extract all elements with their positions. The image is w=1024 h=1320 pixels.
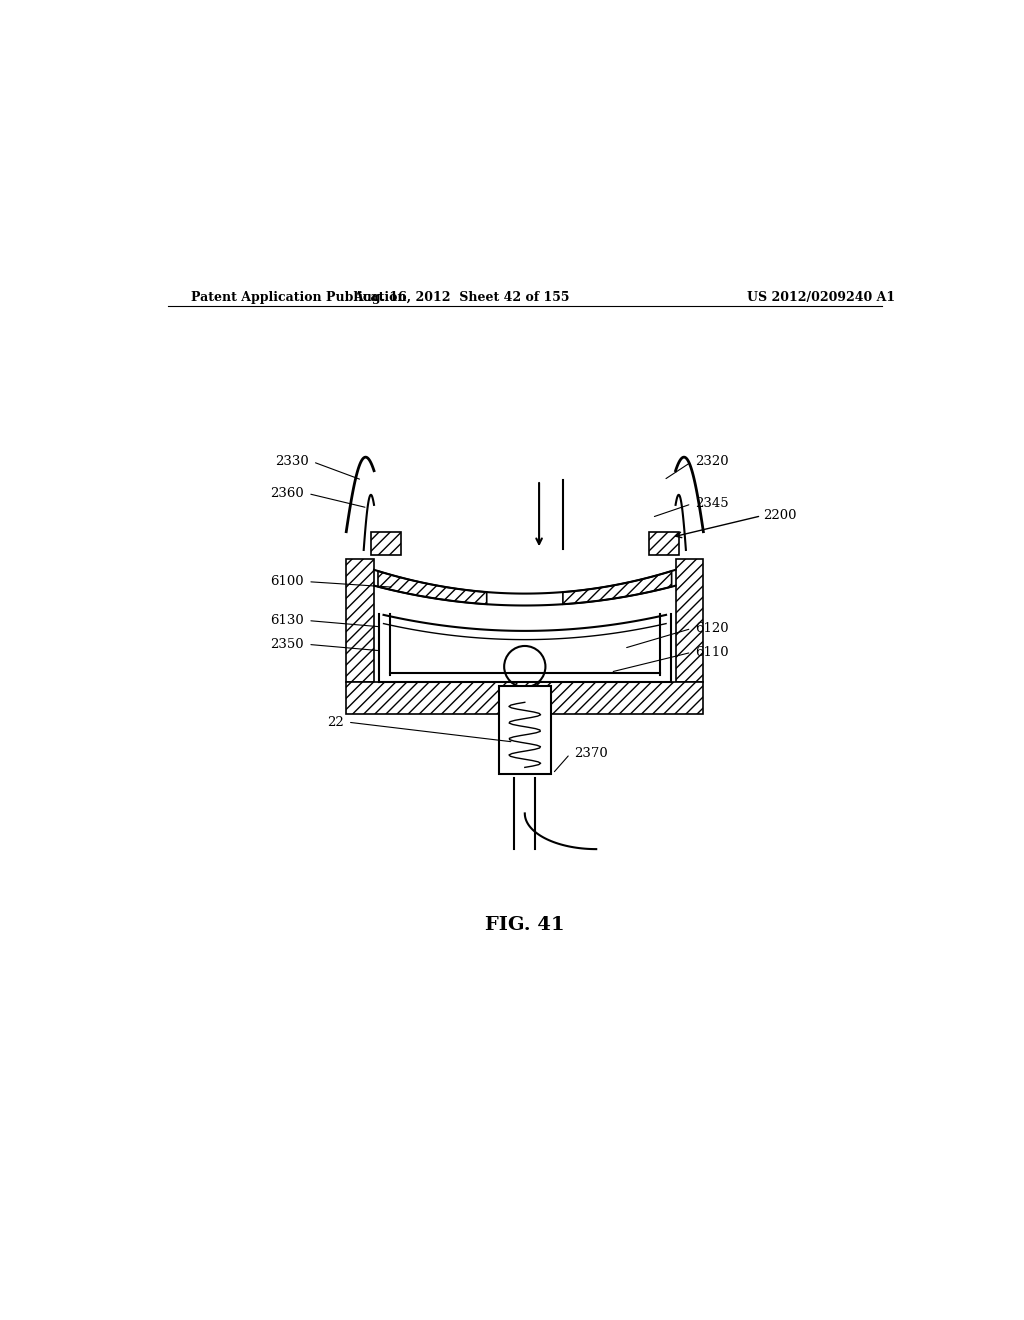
Polygon shape [676,560,703,682]
Text: 6120: 6120 [695,622,729,635]
Polygon shape [563,572,672,605]
Text: 2320: 2320 [695,455,729,469]
Text: 6100: 6100 [270,576,304,589]
Text: Aug. 16, 2012  Sheet 42 of 155: Aug. 16, 2012 Sheet 42 of 155 [353,292,569,304]
Text: 2200: 2200 [763,510,797,523]
Text: FIG. 41: FIG. 41 [485,916,564,933]
Polygon shape [648,532,679,554]
Text: 6110: 6110 [695,645,729,659]
Polygon shape [346,560,374,682]
Text: 2350: 2350 [270,638,304,651]
Text: 2345: 2345 [695,498,729,511]
Polygon shape [346,682,703,714]
Polygon shape [378,572,486,605]
Text: 22: 22 [327,715,344,729]
Bar [499,686,551,774]
Text: 6130: 6130 [270,614,304,627]
Text: Patent Application Publication: Patent Application Publication [191,292,407,304]
Text: 2370: 2370 [574,747,608,760]
Polygon shape [371,532,401,554]
Text: 2360: 2360 [270,487,304,500]
Text: 2330: 2330 [275,455,309,469]
Text: US 2012/0209240 A1: US 2012/0209240 A1 [748,292,895,304]
